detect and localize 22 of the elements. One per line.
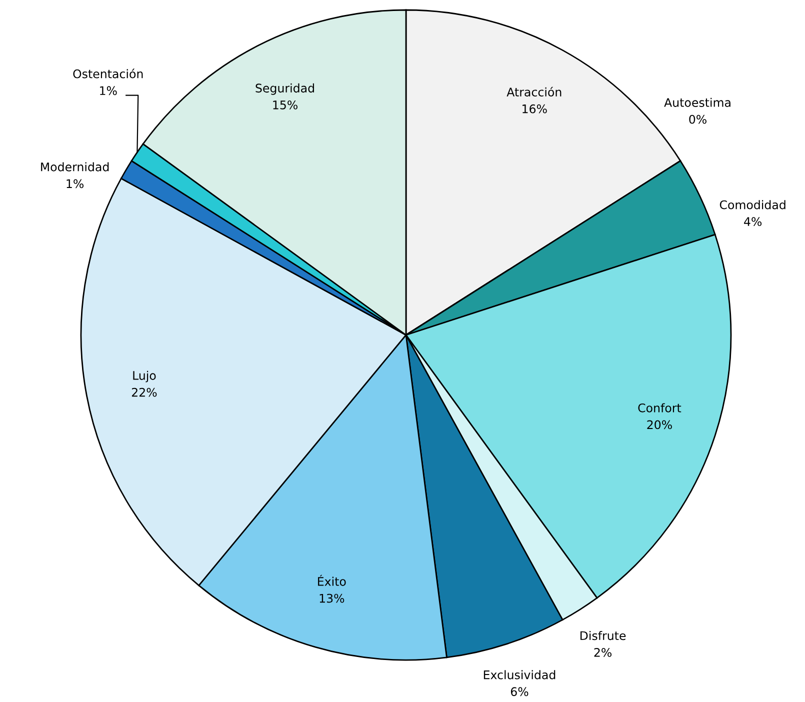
data-label: 22% <box>132 388 157 397</box>
slice-label: Ostentación <box>73 68 143 78</box>
slice-label: Seguridad <box>256 83 314 95</box>
text: 0% <box>689 114 706 124</box>
data-label: 13% <box>320 594 344 603</box>
slice-label: Atracción <box>506 86 562 96</box>
data-label: 1% <box>100 86 117 96</box>
data-label: 4% <box>744 217 762 226</box>
category-label: Autoestima <box>664 98 730 107</box>
data-label: 1% <box>66 179 84 188</box>
data-label: 16% <box>522 104 547 114</box>
slice-label: Confort <box>638 403 682 412</box>
data-label: 2% <box>594 648 612 657</box>
data-label: 6% <box>510 687 528 696</box>
slice-label: Modernidad <box>41 162 109 172</box>
slice-label: Comodidad <box>720 200 786 210</box>
slice-label: Disfrute <box>580 630 626 640</box>
data-label: 15% <box>273 100 298 110</box>
data-label: 20% <box>647 420 672 430</box>
slice-label: Lujo <box>133 370 156 382</box>
slice-label: Éxito <box>318 574 346 586</box>
slice-label: Exclusividad <box>484 670 556 680</box>
